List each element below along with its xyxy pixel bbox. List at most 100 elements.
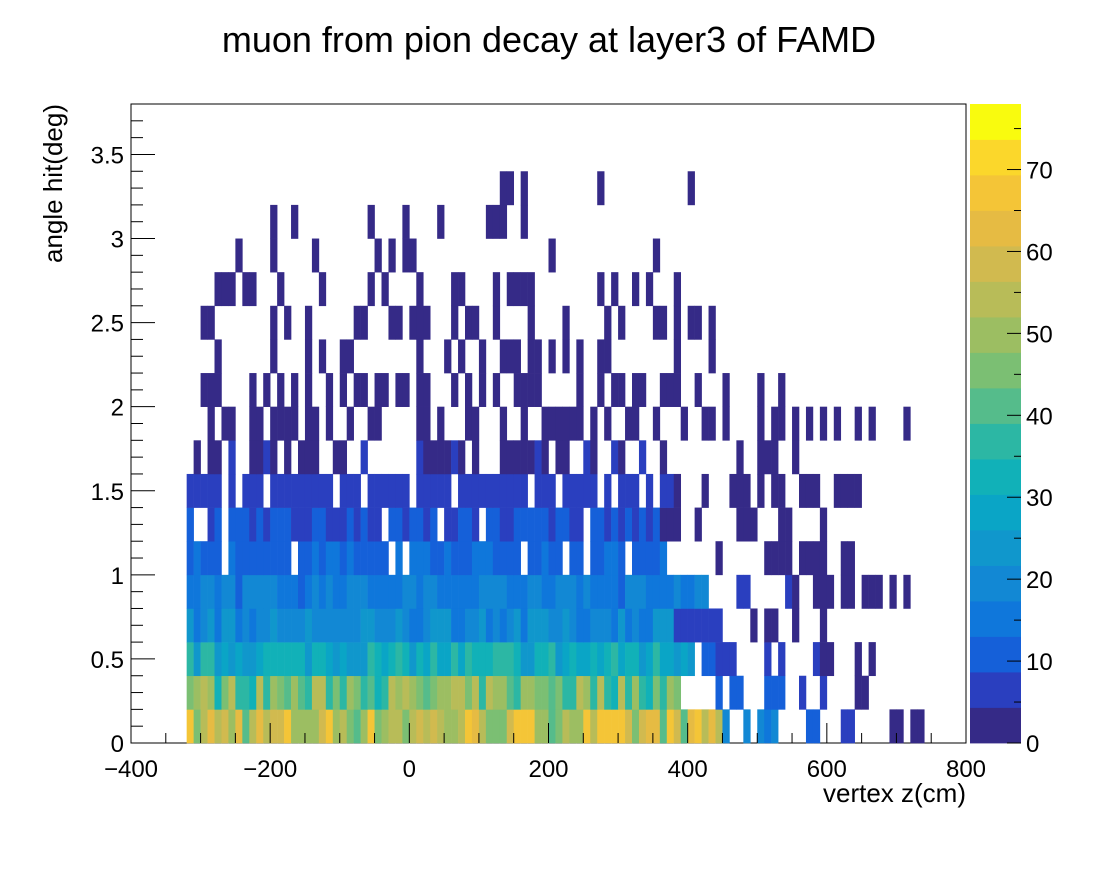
- heatmap-cell: [659, 541, 668, 576]
- heatmap-cell: [471, 440, 480, 475]
- heatmap-cell: [263, 507, 271, 542]
- heatmap-cell: [200, 709, 208, 744]
- heatmap-cell: [576, 473, 584, 508]
- heatmap-cell: [625, 642, 633, 677]
- heatmap-cell: [325, 541, 334, 576]
- heatmap-cell: [673, 507, 682, 542]
- heatmap-cell: [597, 608, 605, 643]
- heatmap-cell: [520, 440, 528, 475]
- heatmap-cell: [604, 507, 612, 542]
- heatmap-cell: [618, 473, 626, 508]
- heatmap-cell: [207, 373, 215, 407]
- heatmap-cell: [193, 608, 201, 643]
- color-scale-step: [970, 210, 1021, 247]
- heatmap-cell: [360, 642, 368, 677]
- heatmap-cell: [764, 642, 772, 677]
- heatmap-cell: [451, 675, 459, 710]
- heatmap-cell: [409, 675, 417, 710]
- heatmap-cell: [478, 608, 487, 643]
- heatmap-cell: [785, 507, 793, 542]
- heatmap-cell: [492, 305, 501, 340]
- heatmap-cell: [527, 675, 535, 710]
- heatmap-cell: [228, 709, 236, 744]
- heatmap-cell: [325, 642, 334, 677]
- heatmap-cell: [506, 574, 515, 609]
- heatmap-cell: [465, 406, 473, 441]
- heatmap-cell: [590, 473, 598, 508]
- heatmap-cell: [611, 675, 619, 710]
- heatmap-cell: [214, 574, 222, 609]
- heatmap-cell: [778, 373, 786, 407]
- color-scale-step: [970, 494, 1021, 531]
- heatmap-cell: [645, 541, 654, 576]
- color-scale-step: [970, 459, 1021, 495]
- heatmap-cell: [478, 574, 487, 609]
- heatmap-cell: [757, 406, 765, 441]
- color-scale-step: [970, 175, 1021, 211]
- heatmap-cell: [527, 305, 535, 340]
- heatmap-cell: [402, 204, 410, 239]
- heatmap-cell: [374, 608, 382, 643]
- heatmap-cell: [228, 574, 236, 609]
- heatmap-cell: [291, 373, 299, 407]
- heatmap-cell: [249, 440, 257, 475]
- heatmap-cell: [492, 709, 501, 744]
- heatmap-cell: [903, 406, 911, 441]
- heatmap-cell: [298, 507, 306, 542]
- heatmap-cell: [562, 473, 570, 508]
- heatmap-cell: [318, 608, 327, 643]
- heatmap-cell: [520, 642, 528, 677]
- heatmap-cell: [645, 507, 654, 542]
- heatmap-cell: [506, 507, 515, 542]
- heatmap-cell: [854, 675, 862, 710]
- heatmap-cell: [388, 305, 396, 340]
- color-scale-tick-label: 60: [1026, 239, 1053, 266]
- heatmap-cell: [374, 473, 382, 508]
- heatmap-cell: [242, 272, 250, 307]
- heatmap-cell: [625, 709, 633, 744]
- heatmap-cell: [332, 541, 341, 576]
- heatmap-cell: [304, 642, 313, 677]
- heatmap-cell: [562, 675, 570, 710]
- heatmap-cell: [263, 709, 271, 744]
- heatmap-cell: [214, 373, 222, 407]
- x-tick-label: 800: [946, 756, 986, 783]
- heatmap-cell: [729, 642, 737, 677]
- heatmap-cell: [604, 339, 612, 374]
- heatmap-cell: [458, 507, 466, 542]
- heatmap-cell: [444, 473, 452, 508]
- heatmap-cell: [771, 473, 779, 508]
- heatmap-cell: [360, 709, 368, 744]
- heatmap-cell: [374, 642, 382, 677]
- heatmap-cell: [847, 541, 855, 576]
- heatmap-cell: [402, 675, 410, 710]
- heatmap-cell: [430, 608, 438, 643]
- heatmap-cell: [520, 709, 528, 744]
- heatmap-cell: [611, 608, 619, 643]
- heatmap-cell: [583, 608, 591, 643]
- heatmap-cell: [534, 339, 542, 374]
- heatmap-cell: [471, 541, 480, 576]
- heatmap-cell: [256, 541, 264, 576]
- heatmap-cell: [492, 507, 501, 542]
- heatmap-cell: [360, 675, 368, 710]
- heatmap-cell: [569, 675, 577, 710]
- heatmap-cell: [374, 675, 382, 710]
- heatmap-cell: [332, 709, 341, 744]
- heatmap-cell: [186, 709, 194, 744]
- heatmap-cell: [757, 440, 765, 475]
- heatmap-cell: [471, 642, 480, 677]
- heatmap-cell: [228, 541, 236, 576]
- heatmap-cell: [423, 305, 431, 340]
- heatmap-cell: [548, 642, 556, 677]
- y-tick-label: 1.5: [91, 479, 124, 506]
- heatmap-cell: [235, 541, 243, 576]
- heatmap-cell: [381, 574, 389, 609]
- heatmap-cell: [388, 473, 396, 508]
- heatmap-cell: [812, 642, 821, 677]
- heatmap-cell: [277, 473, 285, 508]
- heatmap-cell: [889, 709, 897, 744]
- heatmap-cell: [291, 473, 299, 508]
- heatmap-cell: [311, 574, 320, 609]
- heatmap-cell: [284, 709, 292, 744]
